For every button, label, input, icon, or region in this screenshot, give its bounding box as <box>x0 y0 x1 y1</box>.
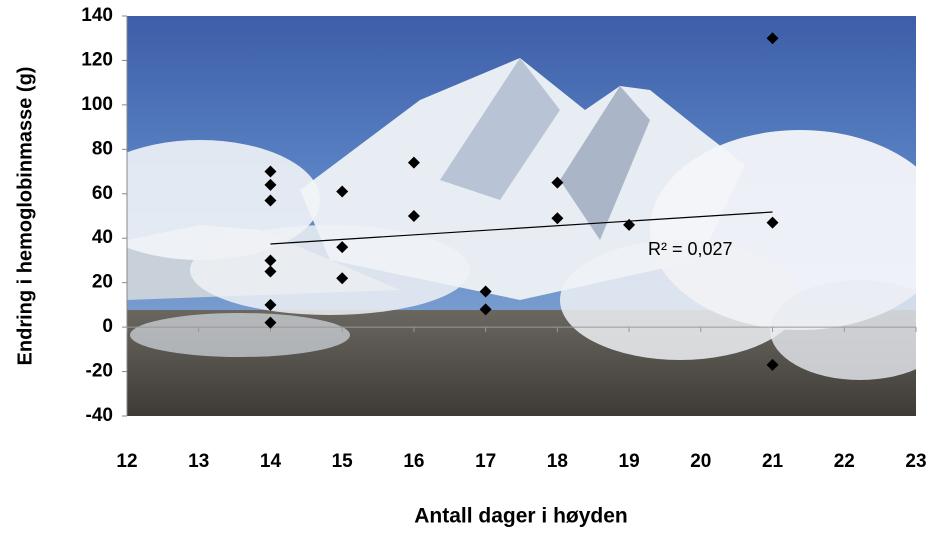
x-tick-label: 13 <box>188 451 209 472</box>
x-axis-label: Antall dager i høyden <box>414 505 628 528</box>
x-tick-label: 17 <box>475 451 496 472</box>
y-tick-label: 80 <box>92 138 113 159</box>
x-tick-label: 12 <box>116 451 137 472</box>
y-tick-label: 120 <box>81 49 113 70</box>
annotation: R² = 0,027 <box>648 239 733 259</box>
y-tick-label: -20 <box>86 361 113 382</box>
y-tick-label: -40 <box>86 405 113 426</box>
x-tick-label: 19 <box>619 451 640 472</box>
x-tick-label: 21 <box>762 451 784 472</box>
x-tick-label: 16 <box>403 451 424 472</box>
x-tick-label: 14 <box>260 451 282 472</box>
x-tick-label: 15 <box>332 451 354 472</box>
y-tick-label: 100 <box>81 94 113 115</box>
x-tick-label: 18 <box>547 451 568 472</box>
y-tick-label: 60 <box>92 183 113 204</box>
y-tick-label: 40 <box>92 227 113 248</box>
background-photo <box>80 16 932 416</box>
chart: Endring i hemoglobinmasse (g) Antall dag… <box>0 0 932 533</box>
x-tick-label: 20 <box>690 451 711 472</box>
y-tick-label: 140 <box>81 5 113 26</box>
y-tick-label: 20 <box>92 272 113 293</box>
y-axis-label: Endring i hemoglobinmasse (g) <box>14 67 36 366</box>
x-tick-label: 23 <box>905 451 926 472</box>
y-tick-label: 0 <box>102 316 113 337</box>
x-tick-label: 22 <box>834 451 855 472</box>
